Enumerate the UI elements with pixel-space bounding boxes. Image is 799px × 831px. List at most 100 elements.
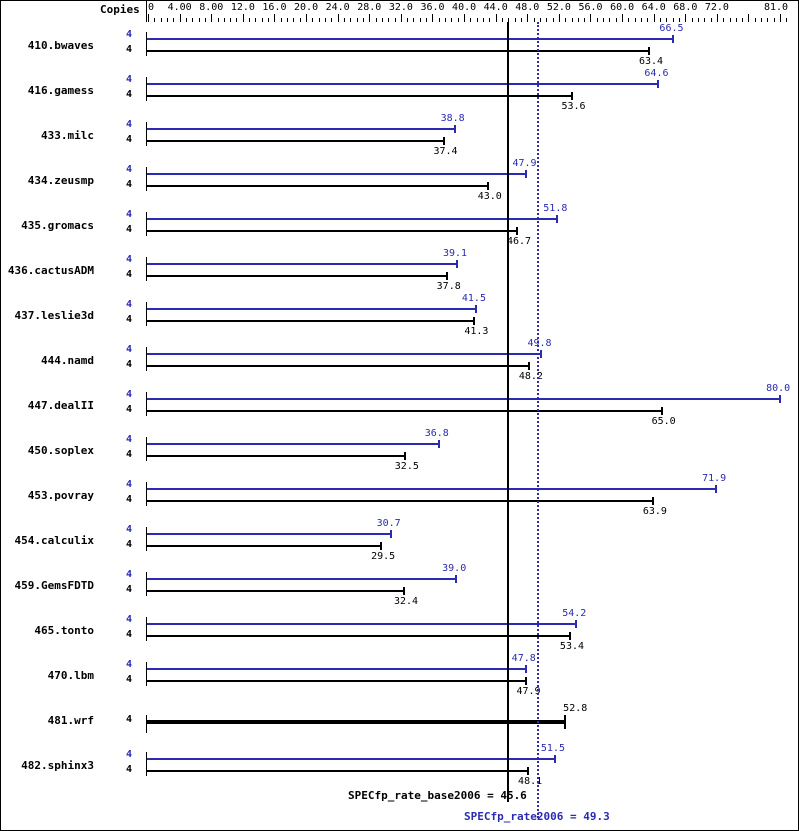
base-bar-end [486,182,489,190]
tick-label: 60.0 [610,2,635,13]
axis-tick [262,18,263,22]
base-value: 37.4 [433,146,458,157]
peak-bar [147,353,542,355]
axis-tick [540,18,541,22]
axis-tick [578,18,579,22]
base-copies: 4 [125,89,133,100]
axis-tick [357,18,358,22]
base-bar [147,770,529,772]
axis-tick [483,18,484,22]
benchmark-label: 444.namd [41,354,94,367]
base-value: 46.7 [506,236,532,247]
peak-value: 71.9 [702,473,727,484]
peak-bar-end [455,575,458,583]
base-value: 53.4 [559,641,585,652]
base-copies: 4 [125,179,133,190]
peak-bar [147,398,781,400]
base-value: 63.9 [642,506,667,517]
axis-tick [616,18,617,22]
tick-label: 81.0 [764,2,789,13]
benchmark-label: 453.povray [27,489,94,502]
peak-bar [147,128,455,130]
axis-tick [780,14,781,22]
base-bar [147,500,653,502]
axis-tick [395,18,396,22]
peak-value: 39.1 [442,248,468,259]
base-value: 32.5 [394,461,419,472]
row-axis-segment [146,482,147,506]
axis-tick [293,18,294,22]
base-copies: 4 [125,224,133,235]
axis-tick [407,18,408,22]
base-copies: 4 [125,674,133,685]
tick-label: 72.0 [704,2,729,13]
base-reference-line [507,22,509,802]
peak-copies: 4 [125,614,133,625]
tick-label: 44.0 [483,2,508,13]
base-bar-end [568,632,571,640]
base-copies: 4 [125,359,133,370]
benchmark-label: 470.lbm [47,669,94,682]
row-axis-segment [146,527,147,551]
peak-value: 51.5 [540,743,565,754]
axis-tick [363,18,364,22]
axis-tick [641,18,642,22]
tick-label: 52.0 [546,2,571,13]
peak-bar-end [540,350,543,358]
base-bar-end [403,587,405,595]
axis-tick [432,14,433,22]
base-value: 41.3 [464,326,489,337]
peak-reference-line [537,22,539,818]
row-axis-segment [146,617,147,641]
axis-tick [692,18,693,22]
tick-label: 12.0 [230,2,255,13]
axis-tick [420,18,421,22]
base-bar [147,455,405,457]
axis-tick [489,18,490,22]
row-axis-segment [146,572,147,596]
axis-tick [464,14,465,22]
row-axis-segment [146,347,147,371]
base-copies: 4 [125,314,133,325]
axis-tick [660,18,661,22]
peak-bar-end [453,125,456,133]
axis-tick [161,18,162,22]
axis-tick [553,18,554,22]
tick-label: 32.0 [388,2,413,13]
peak-bar-end [715,485,718,493]
peak-bar-end [672,35,675,43]
peak-bar [147,668,526,670]
row-axis-segment [146,257,147,281]
base-copies: 4 [125,134,133,145]
axis-tick [685,14,686,22]
tick-label: 8.00 [199,2,224,13]
base-copies: 4 [125,584,133,595]
base-value: 37.8 [436,281,461,292]
copies-header: Copies [100,3,140,16]
axis-tick [711,18,712,22]
axis-tick [148,14,149,22]
axis-origin-line [146,0,147,22]
axis-tick [388,18,389,22]
axis-tick [755,18,756,22]
benchmark-label: 433.milc [41,129,94,142]
axis-tick [635,18,636,22]
row-axis-segment [146,302,147,326]
peak-copies: 4 [125,164,133,175]
axis-tick [186,18,187,22]
base-copies: 4 [125,404,133,415]
axis-tick [350,18,351,22]
peak-bar [147,263,457,265]
tick-label: 68.0 [673,2,698,13]
benchmark-label: 416.gamess [27,84,94,97]
base-bar-end [380,542,383,550]
tick-label: 20.0 [294,2,319,13]
tick-label: 4.00 [167,2,192,13]
axis-tick [603,18,604,22]
peak-bar [147,83,659,85]
tick-label: 56.0 [578,2,603,13]
tick-label: 16.0 [262,2,287,13]
axis-tick [306,14,307,22]
base-value: 48.1 [518,776,543,787]
axis-tick [274,14,275,22]
